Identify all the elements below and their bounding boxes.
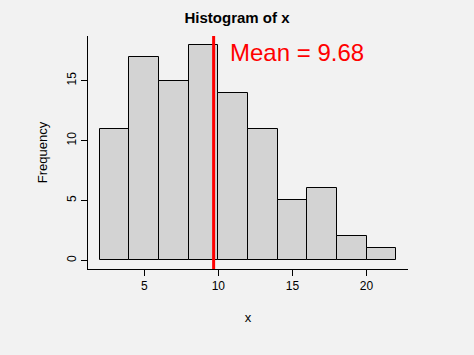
- svg-text:Mean = 9.68: Mean = 9.68: [230, 39, 364, 66]
- svg-text:20: 20: [360, 279, 374, 293]
- svg-text:15: 15: [286, 279, 300, 293]
- svg-text:0: 0: [65, 255, 79, 262]
- svg-text:10: 10: [212, 279, 226, 293]
- svg-text:10: 10: [65, 132, 79, 146]
- svg-text:Histogram of x: Histogram of x: [184, 9, 290, 26]
- svg-text:Frequency: Frequency: [35, 121, 50, 183]
- svg-text:5: 5: [141, 279, 148, 293]
- svg-text:x: x: [245, 310, 252, 325]
- svg-text:15: 15: [65, 72, 79, 86]
- svg-text:5: 5: [65, 195, 79, 202]
